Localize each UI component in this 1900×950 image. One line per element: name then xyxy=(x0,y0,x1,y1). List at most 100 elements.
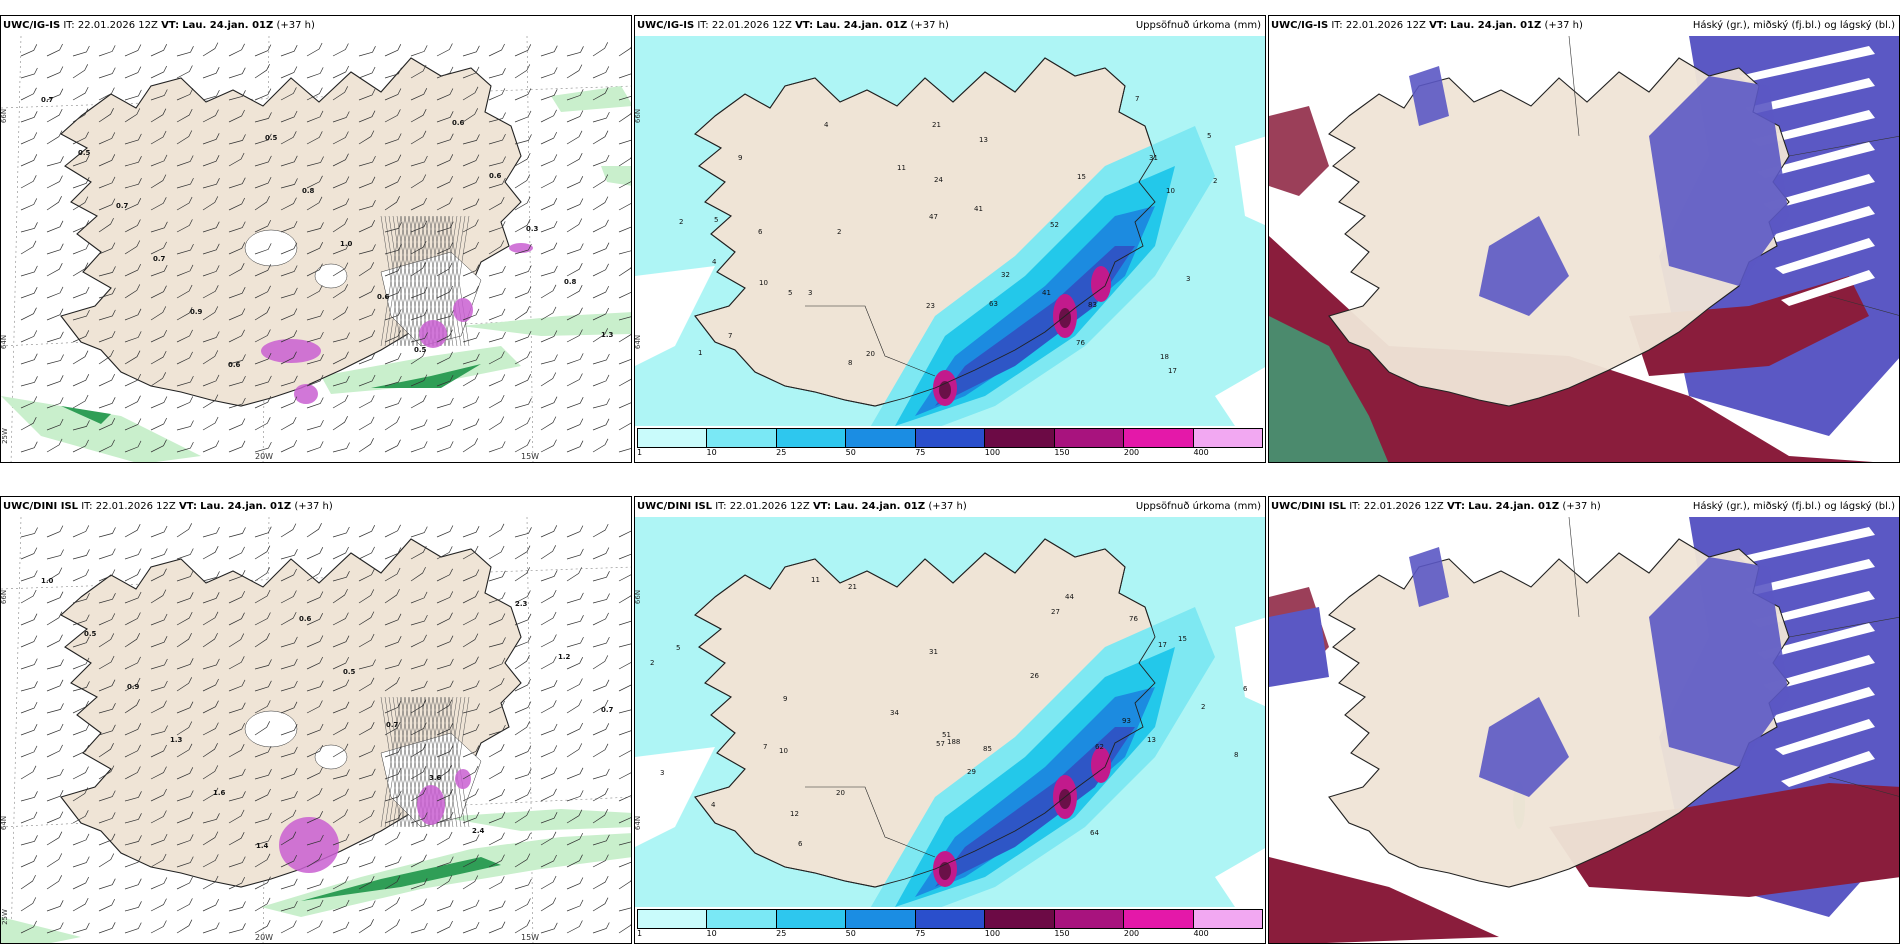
wind-barb xyxy=(488,592,506,604)
wind-barb xyxy=(150,350,167,365)
wind-barb xyxy=(150,65,168,79)
wind-barb xyxy=(124,89,142,101)
wind-barb xyxy=(202,350,219,365)
wind-barb xyxy=(98,108,114,123)
wind-barb xyxy=(46,130,63,145)
wind-barb xyxy=(566,329,583,343)
wind-barb xyxy=(202,658,220,670)
wind-barb xyxy=(46,591,64,604)
wind-barb xyxy=(384,547,402,560)
colorbar: 1 10 25 50 75 100 150 200 400 xyxy=(635,426,1265,462)
init-time: 22.01.2026 12Z xyxy=(95,501,176,512)
wind-barb xyxy=(358,809,375,824)
wind-barb xyxy=(384,524,401,538)
wind-barb xyxy=(410,833,428,846)
wind-barb xyxy=(436,875,453,890)
value-label: 5 xyxy=(714,216,719,224)
wind-barb xyxy=(20,376,38,387)
wind-barb xyxy=(20,396,38,409)
value-label: 17 xyxy=(1158,641,1167,649)
wind-barb xyxy=(410,854,427,868)
wind-barb xyxy=(176,523,193,538)
wind-barb xyxy=(254,745,272,758)
wind-barb xyxy=(150,285,167,299)
wind-barb xyxy=(124,331,142,343)
wind-barb xyxy=(72,744,90,758)
panel-header: UWC/DINI ISL IT: 22.01.2026 12Z VT: Lau.… xyxy=(635,497,1265,517)
wind-barb xyxy=(618,226,631,233)
it-label: IT: xyxy=(81,501,93,512)
wind-barb xyxy=(306,920,323,934)
wind-barb xyxy=(410,419,428,431)
wind-barb xyxy=(592,788,609,802)
valid-time: Lau. 24.jan. 01Z xyxy=(834,501,926,512)
wind-barb xyxy=(20,87,37,101)
wind-barb xyxy=(540,897,557,912)
value-label: 0.8 xyxy=(302,187,315,195)
wind-barb xyxy=(98,922,116,934)
wind-barb xyxy=(20,265,38,277)
wind-barb xyxy=(280,768,298,780)
wind-barb xyxy=(514,898,531,912)
wind-barb xyxy=(150,306,167,321)
wind-barb xyxy=(618,530,631,538)
wind-barb xyxy=(46,723,64,736)
value-label: 2 xyxy=(679,218,684,226)
wind-barb xyxy=(514,152,531,167)
coastline xyxy=(694,57,1156,407)
wind-barb xyxy=(358,659,376,670)
wind-barb xyxy=(462,86,479,101)
wind-barb xyxy=(488,921,506,934)
wind-barb xyxy=(72,439,89,453)
wind-barb xyxy=(436,856,454,868)
wind-barb xyxy=(124,699,140,714)
wind-barb xyxy=(202,571,220,582)
wind-barb xyxy=(384,721,401,736)
wind-barb xyxy=(98,765,115,780)
wind-barb xyxy=(72,262,89,277)
wind-barb xyxy=(176,196,193,211)
wind-barb xyxy=(332,442,350,453)
wind-barb xyxy=(514,721,531,736)
wind-barb xyxy=(202,765,219,780)
wind-barb xyxy=(176,834,194,846)
wind-barb xyxy=(410,286,428,299)
value-label: 29 xyxy=(967,768,976,776)
wind-barb xyxy=(176,767,194,780)
wind-barb xyxy=(20,353,38,365)
wind-barb xyxy=(176,701,194,714)
wind-barb xyxy=(46,43,63,57)
wind-barb xyxy=(358,285,375,299)
wind-barb xyxy=(306,354,324,365)
wind-barb xyxy=(228,590,246,604)
wind-barb xyxy=(436,397,454,409)
map-panel-r1-c2: UWC/DINI ISL IT: 22.01.2026 12Z VT: Lau.… xyxy=(1268,496,1900,944)
wind-barb xyxy=(228,418,246,431)
wind-barb xyxy=(540,109,557,123)
wind-barb xyxy=(358,833,376,846)
colorbar-tick-label: 100 xyxy=(984,448,1001,457)
latitude-label: 64N xyxy=(634,815,643,831)
init-time: 22.01.2026 12Z xyxy=(77,20,158,31)
hatched-area xyxy=(380,215,470,347)
colorbar-swatch xyxy=(1193,910,1262,928)
wind-barb xyxy=(566,353,584,365)
wind-barb xyxy=(618,643,631,648)
wind-barb xyxy=(20,44,38,57)
wind-barb xyxy=(280,375,298,387)
wind-barb xyxy=(228,177,246,189)
wind-barb xyxy=(46,156,64,167)
wind-barb xyxy=(410,743,427,758)
wind-barb xyxy=(384,746,402,758)
wind-barb xyxy=(436,43,453,57)
wind-barb xyxy=(514,701,532,714)
colorbar-swatches xyxy=(637,428,1263,448)
wind-barb xyxy=(618,574,631,582)
wind-barb xyxy=(254,680,272,692)
wind-barb xyxy=(462,590,479,604)
wind-barb xyxy=(124,418,142,431)
wind-barb xyxy=(618,422,631,431)
wind-barb xyxy=(384,919,401,934)
value-label: 1.0 xyxy=(340,240,353,248)
wind-barb xyxy=(176,284,193,299)
